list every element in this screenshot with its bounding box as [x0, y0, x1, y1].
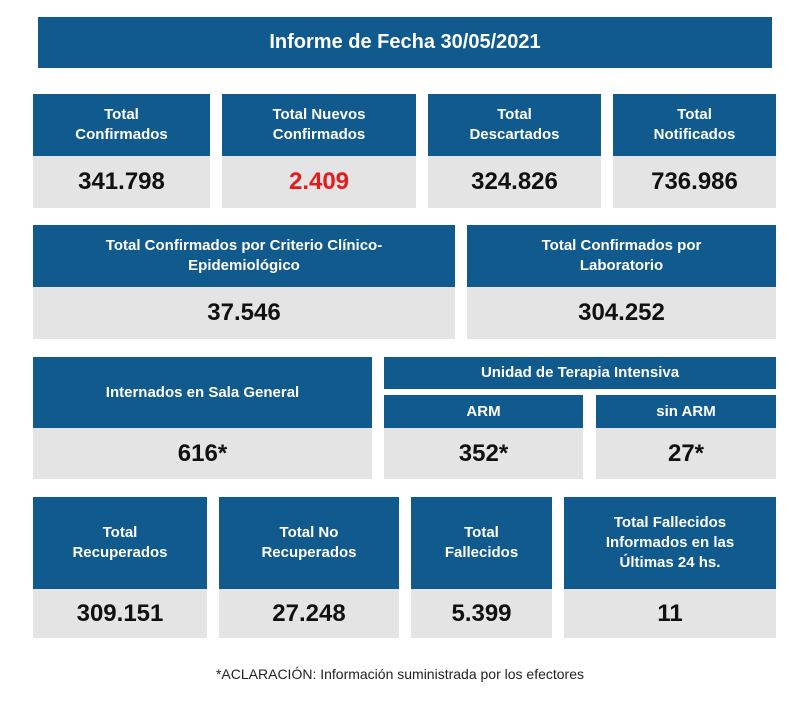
card-total-no-recuperados: Total No Recuperados 27.248 [219, 497, 399, 638]
card-label: Total Confirmados [33, 94, 210, 156]
report-title: Informe de Fecha 30/05/2021 [38, 17, 772, 68]
card-confirmados-laboratorio: Total Confirmados por Laboratorio 304.25… [467, 225, 776, 339]
card-value: 736.986 [613, 156, 776, 208]
card-label: Total Descartados [428, 94, 601, 156]
card-confirmados-clinico-epidemiologico: Total Confirmados por Criterio Clínico- … [33, 225, 455, 339]
card-total-nuevos-confirmados: Total Nuevos Confirmados 2.409 [222, 94, 416, 208]
card-value: 341.798 [33, 156, 210, 208]
card-value: 5.399 [411, 589, 552, 638]
card-value: 616* [33, 428, 372, 479]
card-value: 27.248 [219, 589, 399, 638]
card-total-recuperados: Total Recuperados 309.151 [33, 497, 207, 638]
card-total-confirmados: Total Confirmados 341.798 [33, 94, 210, 208]
card-label: Total Recuperados [33, 497, 207, 589]
card-label: ARM [384, 395, 583, 428]
card-label: Total Fallecidos Informados en las Últim… [564, 497, 776, 589]
footnote: *ACLARACIÓN: Información suministrada po… [215, 666, 585, 682]
card-value: 304.252 [467, 287, 776, 339]
card-label: Internados en Sala General [33, 357, 372, 428]
card-value: 37.546 [33, 287, 455, 339]
card-value-highlight: 2.409 [222, 156, 416, 208]
card-label: Total No Recuperados [219, 497, 399, 589]
card-total-notificados: Total Notificados 736.986 [613, 94, 776, 208]
card-fallecidos-ultimas-24hs: Total Fallecidos Informados en las Últim… [564, 497, 776, 638]
card-value: 309.151 [33, 589, 207, 638]
card-label: Total Confirmados por Criterio Clínico- … [33, 225, 455, 287]
card-value: 352* [384, 428, 583, 479]
card-value: 11 [564, 589, 776, 638]
card-uti-arm: ARM 352* [384, 395, 583, 479]
card-total-descartados: Total Descartados 324.826 [428, 94, 601, 208]
card-label: sin ARM [596, 395, 776, 428]
card-value: 27* [596, 428, 776, 479]
card-label: Total Nuevos Confirmados [222, 94, 416, 156]
card-total-fallecidos: Total Fallecidos 5.399 [411, 497, 552, 638]
card-uti-sin-arm: sin ARM 27* [596, 395, 776, 479]
card-label: Total Notificados [613, 94, 776, 156]
card-label: Total Confirmados por Laboratorio [467, 225, 776, 287]
card-label: Total Fallecidos [411, 497, 552, 589]
card-value: 324.826 [428, 156, 601, 208]
uti-title-bar: Unidad de Terapia Intensiva [384, 357, 776, 389]
card-internados-sala-general: Internados en Sala General 616* [33, 357, 372, 479]
uti-title: Unidad de Terapia Intensiva [384, 357, 776, 389]
